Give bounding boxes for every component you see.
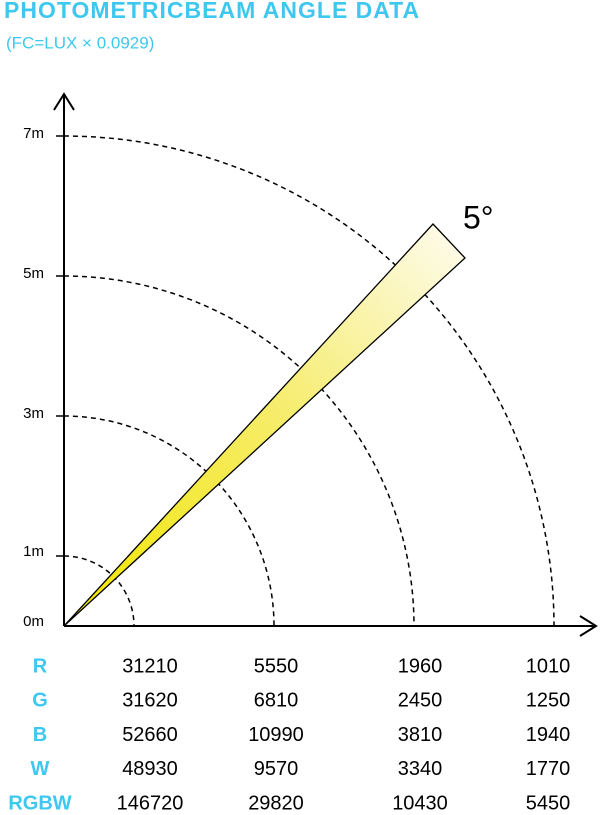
distance-label: 0m	[23, 613, 44, 630]
cell-value: 3340	[398, 758, 443, 780]
arrow	[579, 615, 598, 637]
row-label: B	[33, 724, 47, 746]
axis-ticks	[56, 135, 64, 557]
angle-label: 5°	[463, 199, 494, 235]
beam	[63, 223, 466, 627]
cell-value: 31210	[122, 655, 178, 677]
row-label: R	[33, 655, 48, 677]
cell-value: 52660	[122, 724, 178, 746]
distance-label: 1m	[23, 543, 44, 560]
cell-value: 146720	[117, 792, 184, 814]
distance-label: 5m	[23, 265, 44, 282]
subtitle: (FC=LUX × 0.0929)	[6, 33, 154, 52]
axes	[53, 92, 598, 637]
distance-label: 7m	[23, 125, 44, 142]
cell-value: 2450	[398, 690, 443, 712]
cell-value: 5450	[526, 792, 571, 814]
cell-value: 29820	[248, 792, 304, 814]
cell-value: 10430	[392, 792, 448, 814]
cell-value: 1960	[398, 655, 443, 677]
title: PHOTOMETRICBEAM ANGLE DATA	[4, 0, 420, 23]
cell-value: 31620	[122, 690, 178, 712]
cell-value: 1940	[526, 724, 571, 746]
distance-label: 3m	[23, 405, 44, 422]
cell-value: 6810	[254, 690, 299, 712]
cell-value: 5550	[254, 655, 299, 677]
cell-value: 1770	[526, 758, 571, 780]
cell-value: 3810	[398, 724, 443, 746]
cell-value: 1010	[526, 655, 571, 677]
row-label: W	[31, 758, 50, 780]
cell-value: 10990	[248, 724, 304, 746]
cell-value: 9570	[254, 758, 299, 780]
row-label: RGBW	[8, 792, 71, 814]
data-table: R 31210 5550 1960 1010 G 31620 6810 2450 1250 B 526…	[8, 655, 570, 814]
cell-value: 48930	[122, 758, 178, 780]
arrow	[53, 92, 75, 111]
cell-value: 1250	[526, 690, 571, 712]
row-label: G	[32, 690, 48, 712]
